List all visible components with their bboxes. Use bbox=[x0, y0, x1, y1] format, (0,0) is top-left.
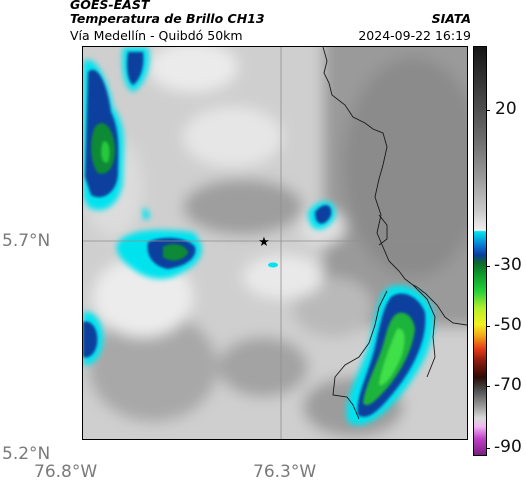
satellite-map[interactable]: ★ bbox=[82, 46, 468, 440]
lat-label-5-7: 5.7°N bbox=[2, 231, 51, 251]
lon-label-76-3: 76.3°W bbox=[253, 462, 317, 482]
colorbar-tick-minus90: -90 bbox=[494, 437, 522, 457]
region-subtitle: Vía Medellín - Quibdó 50km bbox=[70, 28, 243, 43]
organization-label: SIATA bbox=[431, 11, 471, 26]
lon-label-76-8: 76.8°W bbox=[34, 462, 98, 482]
colorbar-tick-minus70: -70 bbox=[494, 375, 522, 395]
colorbar-tickmark bbox=[486, 448, 490, 449]
colorbar-tickmark bbox=[486, 326, 490, 327]
timestamp: 2024-09-22 16:19 bbox=[358, 28, 471, 43]
colorbar-tickmark bbox=[486, 386, 490, 387]
star-marker[interactable]: ★ bbox=[258, 235, 270, 250]
map-grid bbox=[83, 47, 467, 439]
colorbar-tick-minus30: -30 bbox=[494, 255, 522, 275]
colorbar bbox=[473, 46, 487, 456]
satellite-name: GOES-EAST bbox=[70, 0, 150, 12]
map-canvas: ★ bbox=[83, 47, 467, 439]
product-title: Temperatura de Brillo CH13 bbox=[70, 11, 265, 26]
colorbar-tickmark bbox=[486, 110, 490, 111]
colorbar-tick-20: 20 bbox=[495, 99, 517, 119]
cold-cloud-tops bbox=[83, 47, 434, 426]
colorbar-tick-minus50: -50 bbox=[494, 315, 522, 335]
boundary-lines bbox=[322, 47, 467, 420]
lat-label-5-2: 5.2°N bbox=[2, 444, 51, 464]
colorbar-tickmark bbox=[486, 266, 490, 267]
